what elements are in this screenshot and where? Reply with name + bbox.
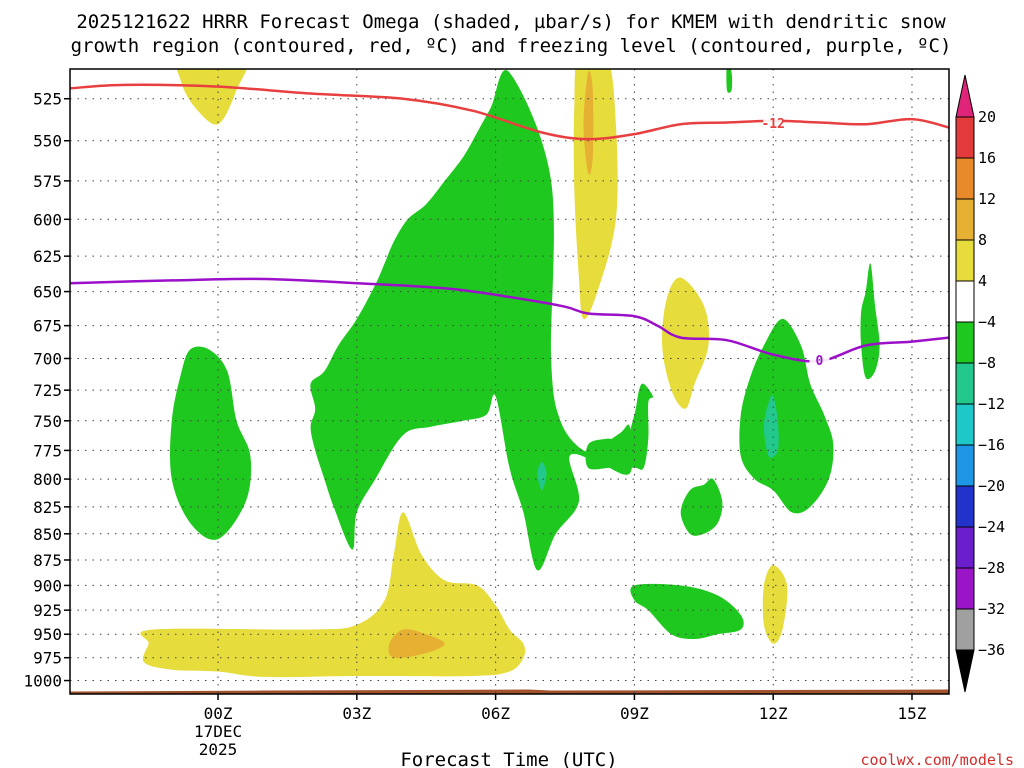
freezing-contour-label-bg xyxy=(809,353,830,368)
colorbar-label: −4 xyxy=(978,313,996,331)
y-tick-label: 975 xyxy=(33,649,62,668)
colorbar-top-arrow xyxy=(955,74,975,118)
omega-region-tiny-ascent-11z xyxy=(726,69,733,93)
colorbar-segment xyxy=(955,321,975,364)
y-tick-label: 575 xyxy=(33,172,62,191)
colorbar-segment xyxy=(955,198,975,241)
colorbar-label: 4 xyxy=(978,272,987,290)
omega-region-narrow-ascent-14z xyxy=(860,263,880,380)
y-tick-label: 675 xyxy=(33,317,62,336)
colorbar-label: −16 xyxy=(978,436,1005,454)
colorbar-label: −8 xyxy=(978,354,996,372)
colorbar-segment xyxy=(955,157,975,200)
surface-fill xyxy=(70,689,949,694)
colorbar-segment xyxy=(955,239,975,282)
colorbar-segment xyxy=(955,444,975,487)
x-axis-label: Forecast Time (UTC) xyxy=(400,749,617,768)
x-tick-date: 17DEC xyxy=(194,722,242,741)
colorbar-segment xyxy=(955,608,975,651)
colorbar-label: 12 xyxy=(978,190,996,208)
dgz-contour-line xyxy=(70,83,949,141)
colorbar-segment xyxy=(955,116,975,159)
colorbar-segment xyxy=(955,526,975,569)
y-tick-label: 875 xyxy=(33,551,62,570)
y-tick-label: 550 xyxy=(33,132,62,151)
x-tick-label: 00Z xyxy=(204,704,233,723)
colorbar-label: −36 xyxy=(978,641,1005,659)
y-tick-label: 725 xyxy=(33,381,62,400)
colorbar-label: −12 xyxy=(978,395,1005,413)
colorbar-label: 16 xyxy=(978,149,996,167)
dgz-contour-label: -12 xyxy=(761,117,784,132)
y-tick-label: 700 xyxy=(33,349,62,368)
y-tick-label: 775 xyxy=(33,441,62,460)
omega-region-low-level-descent xyxy=(140,512,526,678)
y-tick-label: 600 xyxy=(33,210,62,229)
colorbar-label: −24 xyxy=(978,518,1005,536)
omega-region-small-ascent-10z xyxy=(680,478,723,536)
colorbar-segment xyxy=(955,362,975,405)
omega-region-west-ascent xyxy=(169,346,252,540)
omega-region-upper-descent-8z-core xyxy=(583,70,594,175)
contour-lines: -12 0 xyxy=(70,83,949,369)
omega-region-low-level-descent-core xyxy=(388,629,445,659)
y-tick-label: 950 xyxy=(33,625,62,644)
x-tick-label: 12Z xyxy=(759,704,788,723)
x-tick-label: 03Z xyxy=(342,704,371,723)
colorbar-segment xyxy=(955,280,975,323)
credit-text[interactable]: coolwx.com/models xyxy=(860,751,1014,768)
y-tick-label: 925 xyxy=(33,601,62,620)
omega-region-descent-12z-low xyxy=(762,565,788,644)
y-tick-label: 850 xyxy=(33,525,62,544)
x-tick-label: 06Z xyxy=(481,704,510,723)
colorbar-label: 8 xyxy=(978,231,987,249)
freezing-contour-label: 0 xyxy=(816,354,824,369)
x-tick-label: 09Z xyxy=(620,704,649,723)
colorbar-segment xyxy=(955,403,975,446)
omega-region-upper-descent-8z xyxy=(573,69,618,320)
colorbar-label: −20 xyxy=(978,477,1005,495)
omega-region-top-left-descent xyxy=(176,69,247,125)
colorbar-label: 20 xyxy=(978,108,996,126)
colorbar-label: −32 xyxy=(978,600,1005,618)
colorbar: 20 16 12 8 4 −4 −8 −12 −16 −20 −24 −28 −32 −36 xyxy=(955,74,1005,693)
dgz-contour-label-bg xyxy=(763,116,784,131)
plot-frame xyxy=(69,68,950,695)
omega-regions xyxy=(140,69,880,678)
y-axis: 525 550 575 600 625 650 675 700 725 750 775 800 825 8… xyxy=(23,90,70,691)
y-tick-label: 525 xyxy=(33,90,62,109)
y-tick-label: 650 xyxy=(33,283,62,302)
y-tick-label: 1000 xyxy=(23,672,62,691)
y-tick-label: 625 xyxy=(33,247,62,266)
omega-region-main-ascent xyxy=(310,70,633,571)
omega-region-descent-10z xyxy=(662,277,710,409)
omega-region-mid-ascent xyxy=(585,383,653,470)
colorbar-bottom-arrow xyxy=(955,649,975,693)
y-tick-label: 825 xyxy=(33,498,62,517)
y-tick-label: 800 xyxy=(33,470,62,489)
omega-region-east-ascent xyxy=(739,318,834,514)
y-tick-label: 900 xyxy=(33,576,62,595)
colorbar-label: −28 xyxy=(978,559,1005,577)
chart-title: 2025121622 HRRR Forecast Omega (shaded, … xyxy=(76,11,946,33)
colorbar-segment xyxy=(955,567,975,610)
y-tick-label: 750 xyxy=(33,412,62,431)
omega-region-core-7z xyxy=(537,462,547,491)
x-tick-label: 15Z xyxy=(898,704,927,723)
x-tick-year: 2025 xyxy=(199,740,238,759)
omega-region-low-ascent xyxy=(630,583,744,639)
omega-region-core-12z xyxy=(763,395,779,458)
surface-layer xyxy=(70,689,949,694)
chart-subtitle: growth region (contoured, red, ºC) and f… xyxy=(71,35,952,57)
colorbar-segment xyxy=(955,485,975,528)
